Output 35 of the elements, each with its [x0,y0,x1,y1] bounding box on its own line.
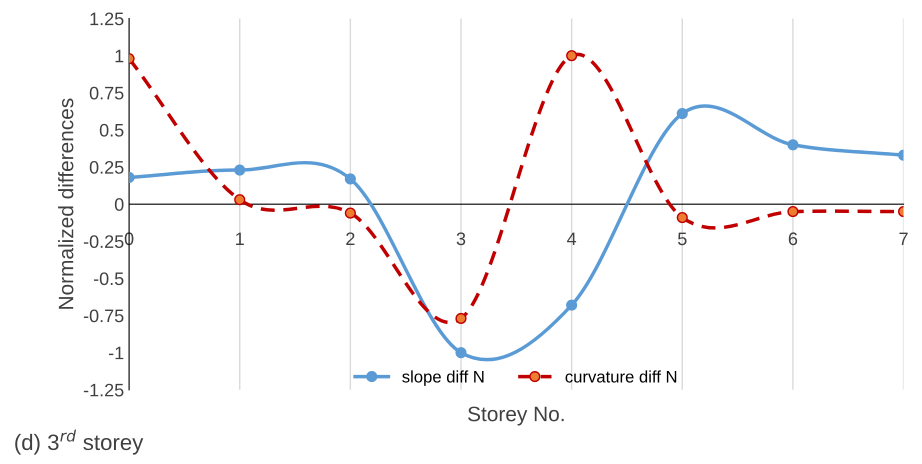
x-tick-label: 7 [899,232,908,246]
point [234,194,246,206]
y-axis-title: Normalized differences [58,98,74,309]
y-tick-label: -0.75 [84,309,124,322]
legend-label: curvature diff N [566,370,676,383]
legend-label: slope diff N [402,370,484,386]
x-tick-label: 4 [567,232,576,246]
point [787,139,798,150]
text: (d) 3$^{rd}$ storey [15,430,144,455]
x-tick-label: 2 [346,232,354,246]
point [566,50,578,62]
x-tick-label: 3 [456,232,466,246]
y-tick-label: 0.25 [90,160,124,174]
point [455,312,467,324]
y-tick-label: 0.75 [90,86,124,100]
point [344,173,356,184]
point [676,212,688,224]
y-tick-label: -1.25 [84,384,124,396]
x-tick-label: 1 [236,232,244,246]
x-axis-title: Storey No. [468,406,564,426]
point [455,347,467,358]
y-tick-label: 1 [116,50,124,62]
y-tick-label: 0 [114,198,124,211]
y-tick-label: 1.25 [90,12,124,26]
y-tick-label: -0.25 [84,235,124,248]
point [234,164,246,176]
point [787,206,798,218]
y-tick-label: 0.5 [100,124,124,137]
point [676,108,688,120]
x-tick-label: 5 [678,232,687,246]
y-tick-label: -1 [108,346,124,360]
x-tick-label: 6 [788,232,798,246]
point [566,300,578,311]
point [344,208,356,219]
y-tick-label: -0.5 [94,272,124,286]
